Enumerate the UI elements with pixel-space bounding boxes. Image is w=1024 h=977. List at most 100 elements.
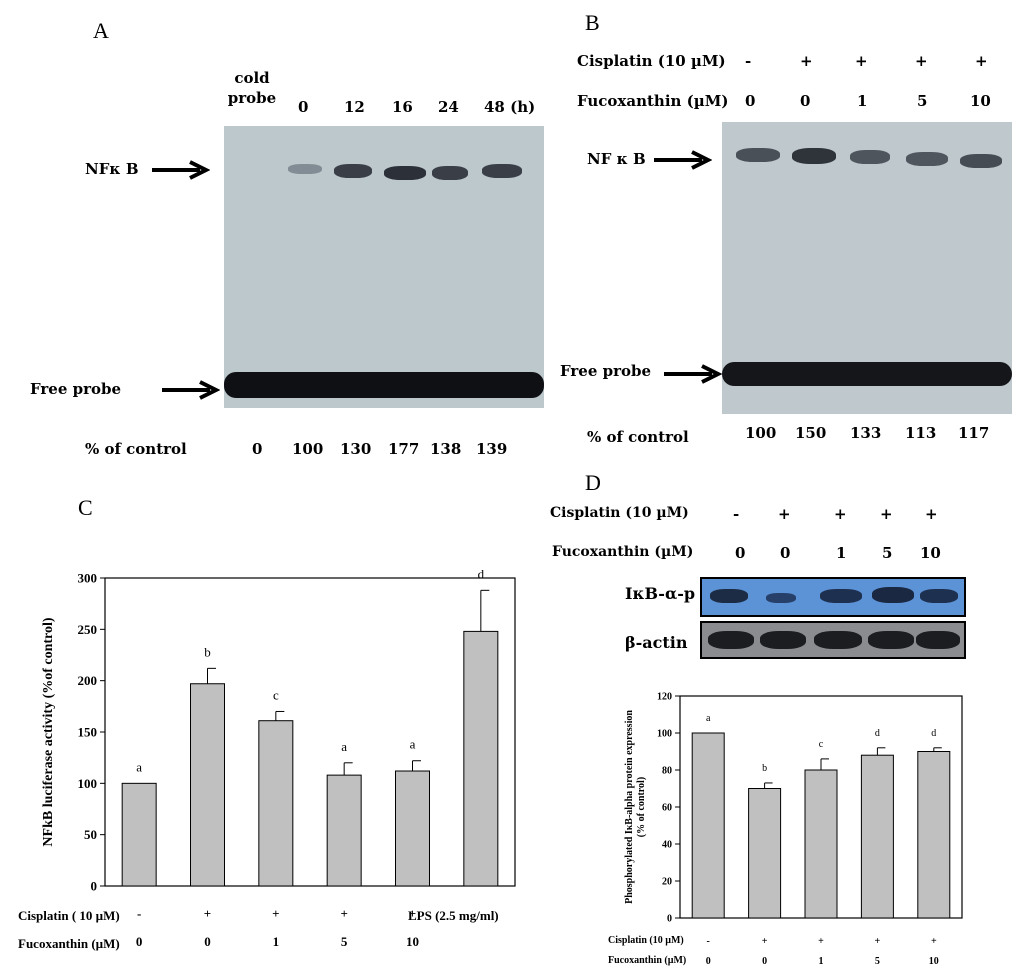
panel-c-cis-3: + — [340, 906, 347, 921]
panel-d-fuco-1: 0 — [780, 544, 791, 562]
panel-b-pct-label: % of control — [587, 428, 689, 446]
panel-b-fuco-0: 0 — [745, 92, 756, 110]
panel-d-ytick-label-0: 0 — [667, 914, 672, 925]
panel-d-fuco-2: 1 — [836, 544, 847, 562]
panel-a-header-16: 16 — [392, 98, 413, 116]
panel-b-pct-1: 150 — [795, 424, 827, 442]
panel-d-cis-3: + — [880, 505, 893, 523]
panel-c-extra-label: LPS (2.5 mg/ml) — [408, 908, 499, 923]
panel-a-free-probe-arrow-icon — [162, 380, 220, 400]
panel-b-pct-4: 117 — [958, 424, 990, 442]
panel-c-sig-0: a — [136, 759, 142, 774]
panel-d-bar-1 — [748, 788, 782, 919]
panel-b-fuco-3: 5 — [917, 92, 928, 110]
panel-d-fuco-1: 0 — [762, 956, 767, 967]
panel-a-pct-100: 100 — [292, 440, 324, 458]
panel-b-band-nfkb-2 — [792, 148, 836, 164]
panel-b-fuco-1: 0 — [800, 92, 811, 110]
panel-c-bar-3 — [326, 774, 362, 887]
panel-d-cis-1: + — [762, 936, 768, 947]
panel-d-row1-label: IκB-α-p — [625, 584, 696, 603]
panel-b-pct-3: 113 — [905, 424, 937, 442]
panel-d-ikb-band-1 — [710, 589, 748, 603]
panel-a-header-48: 48 (h) — [484, 98, 536, 116]
panel-c-bar-5 — [463, 630, 499, 887]
panel-d-ytick-label-6: 120 — [657, 692, 672, 703]
panel-d-row2-label: β-actin — [625, 633, 688, 652]
panel-d-cis-2: + — [818, 936, 824, 947]
panel-b-free-probe-label: Free probe — [560, 362, 652, 380]
panel-c-fuco-label: Fucoxanthin (µM) — [18, 936, 120, 951]
panel-d-bar-0 — [691, 732, 725, 919]
panel-c-letter: C — [78, 495, 93, 520]
panel-d-ytick-label-3: 60 — [662, 803, 672, 814]
panel-d-ikb-band-5 — [920, 589, 958, 603]
panel-d-fuco-0: 0 — [706, 956, 711, 967]
panel-b-pct-0: 100 — [745, 424, 777, 442]
panel-b-band-nfkb-4 — [906, 152, 948, 166]
panel-c-cis-4: + — [409, 906, 416, 921]
panel-b-fuco-2: 1 — [857, 92, 868, 110]
panel-a-header-cold-1: cold — [234, 69, 270, 87]
panel-b-cis-0: - — [745, 52, 752, 70]
panel-a-free-probe-label: Free probe — [30, 380, 122, 398]
panel-d-chart-fuco-label: Fucoxanthin (µM) — [608, 955, 687, 966]
panel-b-cis-2: + — [855, 52, 868, 70]
panel-d-fuco-label: Fucoxanthin (µM) — [552, 544, 694, 560]
panel-d-ytick-label-1: 20 — [662, 877, 672, 888]
panel-d-ikb-band-2 — [766, 593, 796, 603]
panel-c-ytick-label-0: 0 — [91, 879, 98, 894]
panel-c-cis-label: Cisplatin ( 10 µM) — [18, 908, 120, 923]
panel-b-band-nfkb-1 — [736, 148, 780, 162]
panel-c-ytick-label-4: 200 — [78, 673, 98, 688]
panel-d-fuco-3: 5 — [875, 956, 880, 967]
panel-a-pct-139: 139 — [476, 440, 508, 458]
panel-a-pct-0: 0 — [252, 440, 263, 458]
panel-a-letter: A — [93, 18, 109, 43]
panel-d-actin-band-4 — [868, 631, 914, 649]
panel-d-actin-band-5 — [916, 631, 960, 649]
panel-c-ytick-label-1: 50 — [84, 827, 97, 842]
panel-b-gel — [722, 122, 1012, 414]
panel-c-ylabel-0: NFkB luciferase activity (%of control) — [41, 617, 56, 846]
panel-c-sig-1: b — [204, 644, 211, 659]
panel-b-nfkb-arrow-icon — [654, 150, 712, 170]
panel-c-bar-1 — [190, 683, 225, 887]
panel-a-pct-177: 177 — [388, 440, 420, 458]
panel-d-ylabel-1: (% of control) — [636, 777, 647, 837]
panel-d-fuco-2: 1 — [819, 956, 824, 967]
panel-a-header-cold-2: probe — [227, 89, 277, 107]
panel-d-cis-4: + — [925, 505, 938, 523]
panel-d-fuco-4: 10 — [929, 956, 939, 967]
panel-d-bar-4 — [917, 751, 951, 919]
panel-a-header-12: 12 — [344, 98, 365, 116]
panel-d-actin-band-1 — [708, 631, 754, 649]
panel-c-sig-5: d — [478, 566, 485, 581]
panel-a-header-cold: cold probe — [224, 68, 280, 108]
panel-d-cis-label: Cisplatin (10 µM) — [550, 505, 689, 521]
panel-b-cis-1: + — [800, 52, 813, 70]
panel-c-bar-4 — [395, 770, 430, 887]
panel-d-fuco-3: 5 — [882, 544, 893, 562]
panel-d-cis-4: + — [931, 936, 937, 947]
panel-a-band-nfkb-2 — [334, 164, 372, 178]
panel-d-fuco-4: 10 — [920, 544, 941, 562]
panel-b-band-nfkb-3 — [850, 150, 890, 164]
panel-b-free-probe-arrow-icon — [664, 364, 722, 384]
panel-a-pct-130: 130 — [340, 440, 372, 458]
panel-d-sig-3: d — [875, 728, 880, 739]
panel-b-nfkb-label: NF κ B — [587, 150, 646, 168]
panel-d-ytick-label-5: 100 — [657, 729, 672, 740]
panel-a-pct-138: 138 — [430, 440, 462, 458]
panel-c-bar-0 — [121, 782, 157, 887]
panel-a-header-0: 0 — [298, 98, 309, 116]
panel-d-ytick-label-4: 80 — [662, 766, 672, 777]
panel-c-bar-2 — [258, 720, 294, 887]
panel-d-ikb-blot — [700, 577, 966, 617]
panel-c-sig-2: c — [273, 687, 279, 702]
panel-d-bar-3 — [860, 754, 894, 919]
panel-c-fuco-2: 1 — [273, 934, 280, 949]
panel-a-band-nfkb-1 — [288, 164, 322, 174]
